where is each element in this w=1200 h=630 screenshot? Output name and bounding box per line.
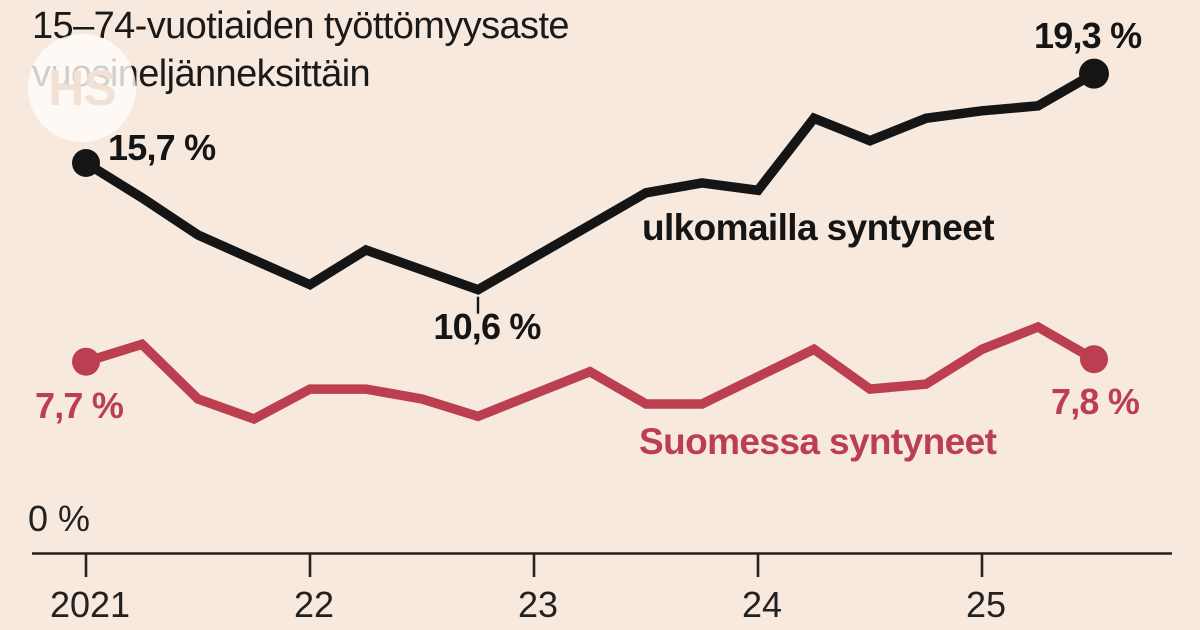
value-label-black-start: 15,7 % xyxy=(108,127,216,168)
series-label-finland-born: Suomessa syntyneet xyxy=(639,421,997,462)
value-label-black-min: 10,6 % xyxy=(433,306,541,347)
series-line-foreign-born xyxy=(81,68,1099,295)
y-axis-zero-label: 0 % xyxy=(28,498,91,539)
series-label-foreign-born: ulkomailla syntyneet xyxy=(642,207,995,248)
x-tick-label: 24 xyxy=(741,584,783,625)
data-point-dot xyxy=(1079,58,1109,89)
hs-logo-watermark: HS xyxy=(28,34,136,142)
value-label-red-end: 7,8 % xyxy=(1051,381,1140,422)
x-tick-label: 22 xyxy=(293,584,335,625)
data-point-dot xyxy=(1080,345,1108,374)
series-line-finland-born xyxy=(81,321,1099,425)
x-tick-label: 2021 xyxy=(49,584,131,625)
value-label-red-start: 7,7 % xyxy=(35,385,124,426)
chart-title-line1: 15–74-vuotiaiden työttömyysaste xyxy=(32,5,570,47)
chart-title: 15–74-vuotiaiden työttömyysaste vuosinel… xyxy=(32,2,570,98)
x-axis-ticks xyxy=(84,554,984,577)
x-tick-label: 23 xyxy=(517,584,559,625)
x-tick-label: 25 xyxy=(965,584,1007,625)
data-point-dot xyxy=(72,149,100,177)
data-point-dot xyxy=(72,347,100,376)
hs-logo-text: HS xyxy=(48,60,116,116)
value-label-black-end: 19,3 % xyxy=(1034,15,1142,56)
